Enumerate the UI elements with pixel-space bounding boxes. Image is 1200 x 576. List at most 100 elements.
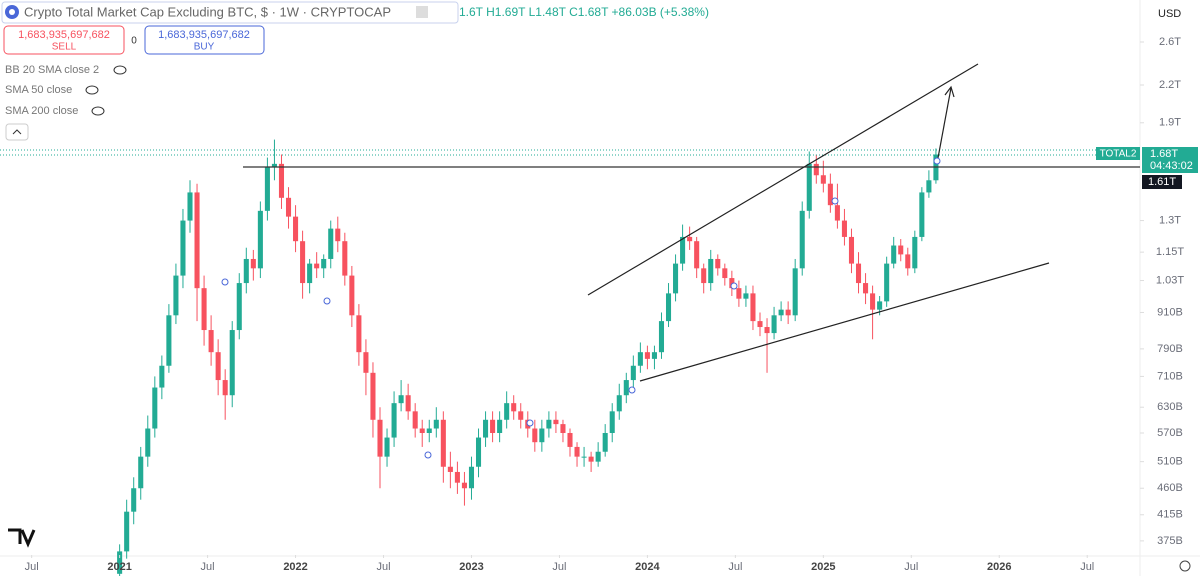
candle-body bbox=[553, 419, 559, 425]
candle-body bbox=[532, 428, 538, 443]
flag-icon[interactable] bbox=[416, 6, 428, 18]
sell-price[interactable]: 1,683,935,697,682 bbox=[18, 29, 110, 41]
y-tick-label: 510B bbox=[1157, 456, 1183, 468]
y-tick-label: 1.03T bbox=[1156, 274, 1184, 286]
candle-body bbox=[891, 245, 897, 264]
candle-body bbox=[201, 288, 207, 331]
currency[interactable]: USD bbox=[1158, 8, 1181, 20]
x-tick-label: Jul bbox=[376, 561, 390, 573]
candle-body bbox=[884, 263, 890, 302]
candle-body bbox=[166, 315, 172, 366]
candle-body bbox=[771, 315, 777, 334]
candle-body bbox=[391, 403, 397, 438]
line-price-box bbox=[1142, 175, 1182, 189]
symbol-box[interactable] bbox=[1, 1, 459, 24]
buy-price[interactable]: 1,683,935,697,682 bbox=[158, 29, 250, 41]
y-tick-label: 790B bbox=[1157, 343, 1183, 355]
candle-body bbox=[855, 263, 862, 284]
candle-body bbox=[560, 424, 566, 433]
candle-body bbox=[757, 321, 763, 328]
buy-button[interactable] bbox=[144, 25, 265, 55]
eye-icon[interactable] bbox=[85, 85, 99, 95]
candle-body bbox=[349, 275, 355, 316]
signal-markers bbox=[221, 157, 941, 459]
x-tick-label: 2023 bbox=[459, 561, 483, 573]
candle-body bbox=[229, 330, 235, 396]
candle-body bbox=[194, 192, 200, 289]
candle-body bbox=[117, 551, 123, 574]
trend-line bbox=[639, 262, 1050, 382]
candle-body bbox=[665, 293, 672, 322]
marker bbox=[831, 197, 839, 205]
candle-body bbox=[377, 419, 383, 457]
candle-body bbox=[518, 411, 524, 420]
candle-body bbox=[215, 352, 221, 381]
collapse-button[interactable] bbox=[5, 123, 29, 141]
candle-body bbox=[912, 236, 918, 269]
candle-body bbox=[898, 245, 904, 255]
candle-body bbox=[293, 216, 299, 242]
settings-icon[interactable] bbox=[1179, 560, 1191, 572]
eye-icon[interactable] bbox=[113, 65, 127, 75]
candle-body bbox=[461, 482, 467, 489]
candle-body bbox=[447, 466, 453, 472]
candle-body bbox=[490, 419, 496, 433]
candle-body bbox=[497, 419, 503, 433]
candle-body bbox=[307, 263, 313, 284]
candle-body bbox=[475, 437, 482, 467]
candle-body bbox=[145, 428, 151, 457]
last-price-box bbox=[1142, 147, 1198, 173]
y-tick-label: 2.6T bbox=[1159, 36, 1181, 48]
candle-body bbox=[715, 258, 721, 269]
candle-body bbox=[813, 163, 819, 176]
indicator-label[interactable]: SMA 200 close bbox=[5, 105, 78, 117]
buy-label[interactable]: BUY bbox=[194, 42, 215, 53]
candle-body bbox=[504, 403, 510, 420]
candle-body bbox=[595, 451, 601, 462]
candle-body bbox=[673, 263, 679, 294]
candle-body bbox=[926, 180, 932, 193]
sell-label[interactable]: SELL bbox=[52, 42, 77, 53]
candle-body bbox=[363, 352, 369, 373]
candle-body bbox=[778, 309, 784, 316]
candle-body bbox=[370, 372, 376, 420]
candle-body bbox=[271, 163, 277, 168]
candle-body bbox=[863, 283, 869, 294]
candle-body bbox=[743, 293, 749, 299]
candle-body bbox=[588, 456, 594, 462]
candle-body bbox=[539, 428, 545, 443]
candle-body bbox=[680, 236, 686, 264]
line-price: 1.61T bbox=[1148, 176, 1176, 188]
currency-button[interactable] bbox=[1145, 4, 1191, 24]
candle-body bbox=[609, 411, 615, 433]
sell-button[interactable] bbox=[3, 25, 125, 55]
trend-line bbox=[587, 63, 979, 296]
indicator-label[interactable]: BB 20 SMA close 2 bbox=[5, 64, 99, 76]
candle-body bbox=[574, 446, 580, 457]
y-tick-label: 2.2T bbox=[1159, 79, 1181, 91]
candle-body bbox=[250, 258, 256, 269]
candle-body bbox=[412, 411, 418, 429]
candle-body bbox=[208, 330, 214, 353]
x-tick-label: 2021 bbox=[107, 561, 131, 573]
candle-body bbox=[658, 321, 665, 353]
arrow-head bbox=[944, 85, 955, 98]
candle-body bbox=[630, 365, 636, 381]
candle-body bbox=[687, 236, 693, 242]
candle-body bbox=[257, 210, 263, 269]
candle-body bbox=[426, 428, 432, 433]
marker bbox=[526, 419, 534, 427]
candle-body bbox=[335, 228, 341, 242]
indicator-label[interactable]: SMA 50 close bbox=[5, 84, 72, 96]
candle-body bbox=[187, 192, 193, 221]
candle-body bbox=[405, 395, 411, 412]
y-tick-label: 910B bbox=[1157, 306, 1183, 318]
candle-body bbox=[328, 228, 334, 259]
candle-body bbox=[173, 275, 179, 316]
symbol-label: TOTAL2 bbox=[1100, 149, 1137, 160]
x-tick-label: 2022 bbox=[283, 561, 307, 573]
eye-icon[interactable] bbox=[91, 106, 105, 116]
x-tick-label: Jul bbox=[904, 561, 918, 573]
candle-body bbox=[454, 471, 460, 483]
candle-body bbox=[602, 432, 608, 452]
